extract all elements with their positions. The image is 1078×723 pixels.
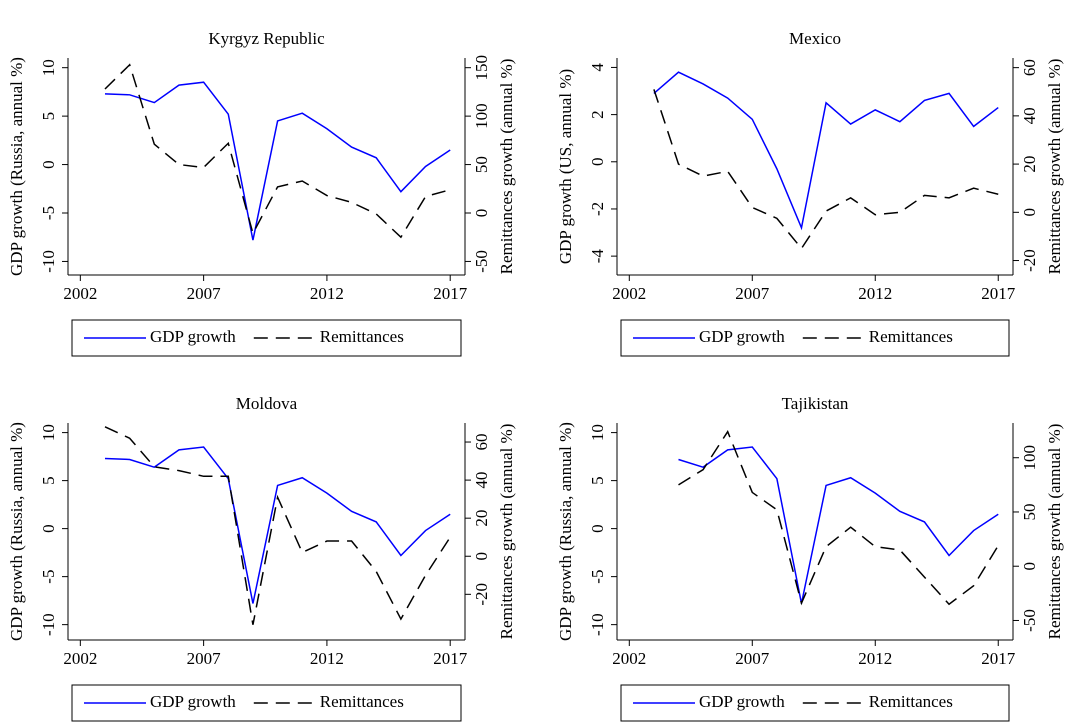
y2-axis-title: Remittances growth (annual %) bbox=[1045, 424, 1064, 640]
y2-tick-label: 50 bbox=[472, 156, 491, 173]
y2-tick-label: 40 bbox=[472, 472, 491, 489]
legend-label: Remittances bbox=[869, 692, 953, 711]
y-tick-label: 10 bbox=[39, 424, 58, 441]
x-tick-label: 2007 bbox=[735, 284, 770, 303]
x-tick-label: 2007 bbox=[187, 284, 222, 303]
panel-title: Mexico bbox=[789, 29, 841, 48]
x-tick-label: 2012 bbox=[310, 284, 344, 303]
legend-box bbox=[71, 319, 462, 357]
legend-label: Remittances bbox=[320, 692, 404, 711]
y-tick-label: 5 bbox=[588, 476, 607, 485]
y2-tick-label: 20 bbox=[472, 510, 491, 527]
y2-tick-label: 0 bbox=[1020, 562, 1039, 571]
y-axis-title: GDP growth (Russia, annual %) bbox=[7, 422, 26, 641]
legend-label: Remittances bbox=[320, 327, 404, 346]
x-tick-label: 2007 bbox=[187, 649, 222, 668]
y-axis-title: GDP growth (Russia, annual %) bbox=[556, 422, 575, 641]
panel: Moldova 2002 2007 2012 2017 -10 -5 0 5 10 -20 0 20 40… bbox=[7, 394, 516, 722]
panel-title: Moldova bbox=[236, 394, 298, 413]
legend-label: Remittances bbox=[869, 327, 953, 346]
panel-title: Kyrgyz Republic bbox=[208, 29, 325, 48]
x-tick-label: 2017 bbox=[981, 649, 1016, 668]
series-line bbox=[678, 430, 999, 606]
series-line bbox=[653, 89, 999, 250]
y-axis-title: GDP growth (Russia, annual %) bbox=[7, 57, 26, 276]
panel-title: Tajikistan bbox=[782, 394, 849, 413]
x-tick-label: 2002 bbox=[63, 649, 97, 668]
y-tick-label: 4 bbox=[588, 63, 607, 72]
y2-tick-label: -20 bbox=[472, 583, 491, 606]
legend-box bbox=[71, 684, 462, 722]
y2-tick-label: -20 bbox=[1020, 249, 1039, 272]
y2-tick-label: -50 bbox=[472, 250, 491, 273]
series-line bbox=[104, 446, 451, 604]
y2-tick-label: 150 bbox=[472, 55, 491, 81]
y2-axis-title: Remittances growth (annual %) bbox=[497, 59, 516, 275]
y2-tick-label: 0 bbox=[1020, 208, 1039, 217]
series-line bbox=[653, 71, 999, 231]
y-tick-label: -10 bbox=[39, 613, 58, 636]
y2-tick-label: 0 bbox=[472, 209, 491, 218]
y2-tick-label: 20 bbox=[1020, 156, 1039, 173]
x-tick-label: 2007 bbox=[735, 649, 770, 668]
y-tick-label: -5 bbox=[588, 570, 607, 584]
y-tick-label: 5 bbox=[39, 112, 58, 121]
y2-tick-label: 60 bbox=[472, 434, 491, 451]
y-tick-label: -10 bbox=[39, 250, 58, 273]
x-tick-label: 2012 bbox=[858, 649, 892, 668]
y2-tick-label: -50 bbox=[1020, 609, 1039, 632]
y2-axis-title: Remittances growth (annual %) bbox=[497, 424, 516, 640]
x-tick-label: 2017 bbox=[433, 284, 468, 303]
legend-label: GDP growth bbox=[150, 327, 236, 346]
y2-tick-label: 100 bbox=[1020, 445, 1039, 471]
y-tick-label: -5 bbox=[39, 206, 58, 220]
y-tick-label: -5 bbox=[39, 570, 58, 584]
x-tick-label: 2012 bbox=[858, 284, 892, 303]
legend-label: GDP growth bbox=[150, 692, 236, 711]
legend-box bbox=[620, 684, 1010, 722]
y2-tick-label: 0 bbox=[472, 552, 491, 561]
y2-tick-label: 50 bbox=[1020, 503, 1039, 520]
y2-tick-label: 100 bbox=[472, 103, 491, 129]
legend-label: GDP growth bbox=[699, 692, 785, 711]
y-axis-title: GDP growth (US, annual %) bbox=[556, 69, 575, 264]
y-tick-label: 10 bbox=[588, 424, 607, 441]
series-line bbox=[678, 446, 999, 604]
series-line bbox=[104, 426, 451, 625]
y2-tick-label: 40 bbox=[1020, 107, 1039, 124]
y-tick-label: 0 bbox=[588, 524, 607, 533]
y2-tick-label: 60 bbox=[1020, 59, 1039, 76]
y-tick-label: 0 bbox=[588, 158, 607, 167]
x-tick-label: 2002 bbox=[63, 284, 97, 303]
series-line bbox=[104, 63, 451, 239]
x-tick-label: 2002 bbox=[612, 284, 646, 303]
y-tick-label: 10 bbox=[39, 59, 58, 76]
x-tick-label: 2017 bbox=[433, 649, 468, 668]
legend-box bbox=[620, 319, 1010, 357]
y-tick-label: -4 bbox=[588, 249, 607, 264]
y-tick-label: 0 bbox=[39, 160, 58, 169]
y-tick-label: -10 bbox=[588, 613, 607, 636]
y-tick-label: 2 bbox=[588, 110, 607, 119]
y2-axis-title: Remittances growth (annual %) bbox=[1045, 59, 1064, 275]
x-tick-label: 2002 bbox=[612, 649, 646, 668]
legend-label: GDP growth bbox=[699, 327, 785, 346]
x-tick-label: 2012 bbox=[310, 649, 344, 668]
y-tick-label: 0 bbox=[39, 524, 58, 533]
x-tick-label: 2017 bbox=[981, 284, 1016, 303]
series-line bbox=[104, 81, 451, 241]
y-tick-label: 5 bbox=[39, 476, 58, 485]
y-tick-label: -2 bbox=[588, 202, 607, 216]
